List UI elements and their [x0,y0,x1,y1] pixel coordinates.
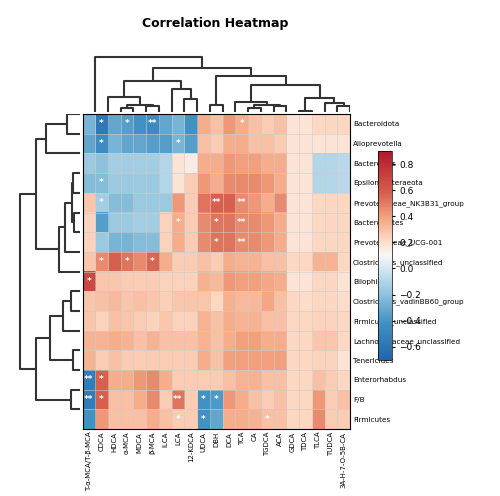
Text: *: * [86,277,91,286]
Text: **: ** [237,218,246,227]
Text: *: * [99,198,104,207]
Text: *: * [176,218,180,227]
Text: Correlation Heatmap: Correlation Heatmap [142,17,288,30]
Text: **: ** [84,395,94,404]
Text: **: ** [174,395,183,404]
Text: *: * [150,257,155,266]
Text: *: * [201,395,206,404]
Text: *: * [99,257,104,266]
Text: *: * [214,395,218,404]
Text: *: * [265,415,270,424]
Text: *: * [99,179,104,187]
Text: **: ** [212,198,221,207]
Text: *: * [214,238,218,247]
Text: *: * [201,415,206,424]
Text: *: * [124,120,130,128]
Text: *: * [214,218,218,227]
Text: *: * [99,139,104,148]
Text: *: * [124,257,130,266]
Text: *: * [99,375,104,384]
Text: *: * [176,415,180,424]
Text: *: * [99,395,104,404]
Text: *: * [240,120,244,128]
Text: **: ** [237,238,246,247]
Text: **: ** [237,198,246,207]
Text: **: ** [84,375,94,384]
Text: **: ** [148,120,158,128]
Text: *: * [99,120,104,128]
Text: *: * [176,139,180,148]
